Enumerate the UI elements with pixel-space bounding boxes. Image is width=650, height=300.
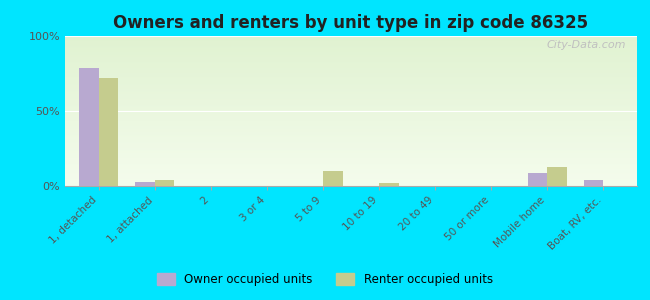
Legend: Owner occupied units, Renter occupied units: Owner occupied units, Renter occupied un… [153, 268, 497, 291]
Bar [323, 171, 343, 186]
Bar [584, 180, 603, 186]
Bar [79, 68, 99, 186]
Bar [379, 183, 398, 186]
Title: Owners and renters by unit type in zip code 86325: Owners and renters by unit type in zip c… [114, 14, 588, 32]
Bar [135, 182, 155, 186]
Text: City-Data.com: City-Data.com [546, 40, 625, 50]
Bar [528, 172, 547, 186]
Bar [99, 78, 118, 186]
Bar [547, 167, 567, 186]
Bar [155, 180, 174, 186]
